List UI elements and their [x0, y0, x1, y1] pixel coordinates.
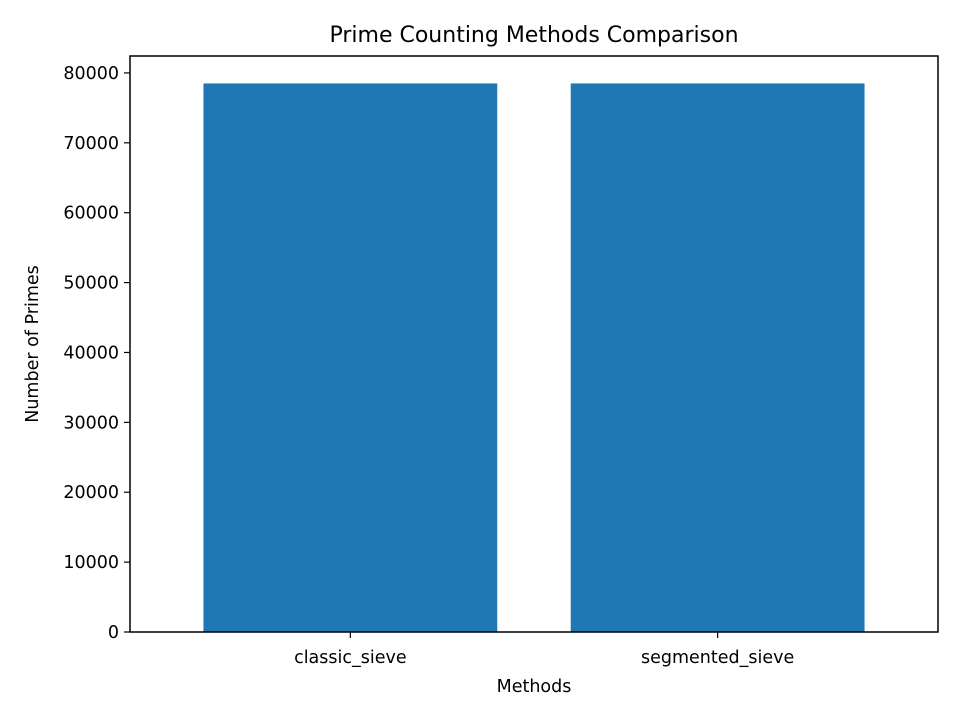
chart-title: Prime Counting Methods Comparison: [329, 23, 738, 48]
y-tick-label: 80000: [63, 64, 119, 84]
y-axis-label: Number of Primes: [23, 265, 43, 423]
plot-area-frame: [129, 55, 939, 633]
x-axis-ticks: classic_sieve segmented_sieve: [294, 632, 794, 668]
x-axis-label: Methods: [497, 677, 572, 697]
y-tick-label: 70000: [63, 134, 119, 154]
y-axis-ticks: 0 10000 20000 30000 40000 50000 60000 70000 8000…: [63, 64, 130, 643]
y-tick-label: 40000: [63, 343, 119, 363]
bar-classic_sieve: [203, 83, 498, 632]
x-tick-label: segmented_sieve: [641, 648, 794, 668]
bar-segmented_sieve: [570, 83, 865, 632]
y-tick-label: 50000: [63, 274, 119, 294]
bars-group: [203, 83, 865, 632]
x-tick-label: classic_sieve: [294, 648, 407, 668]
y-tick-label: 60000: [63, 204, 119, 224]
y-tick-label: 20000: [63, 483, 119, 503]
y-tick-label: 10000: [63, 553, 119, 573]
y-tick-label: 30000: [63, 413, 119, 433]
y-tick-label: 0: [108, 623, 119, 643]
